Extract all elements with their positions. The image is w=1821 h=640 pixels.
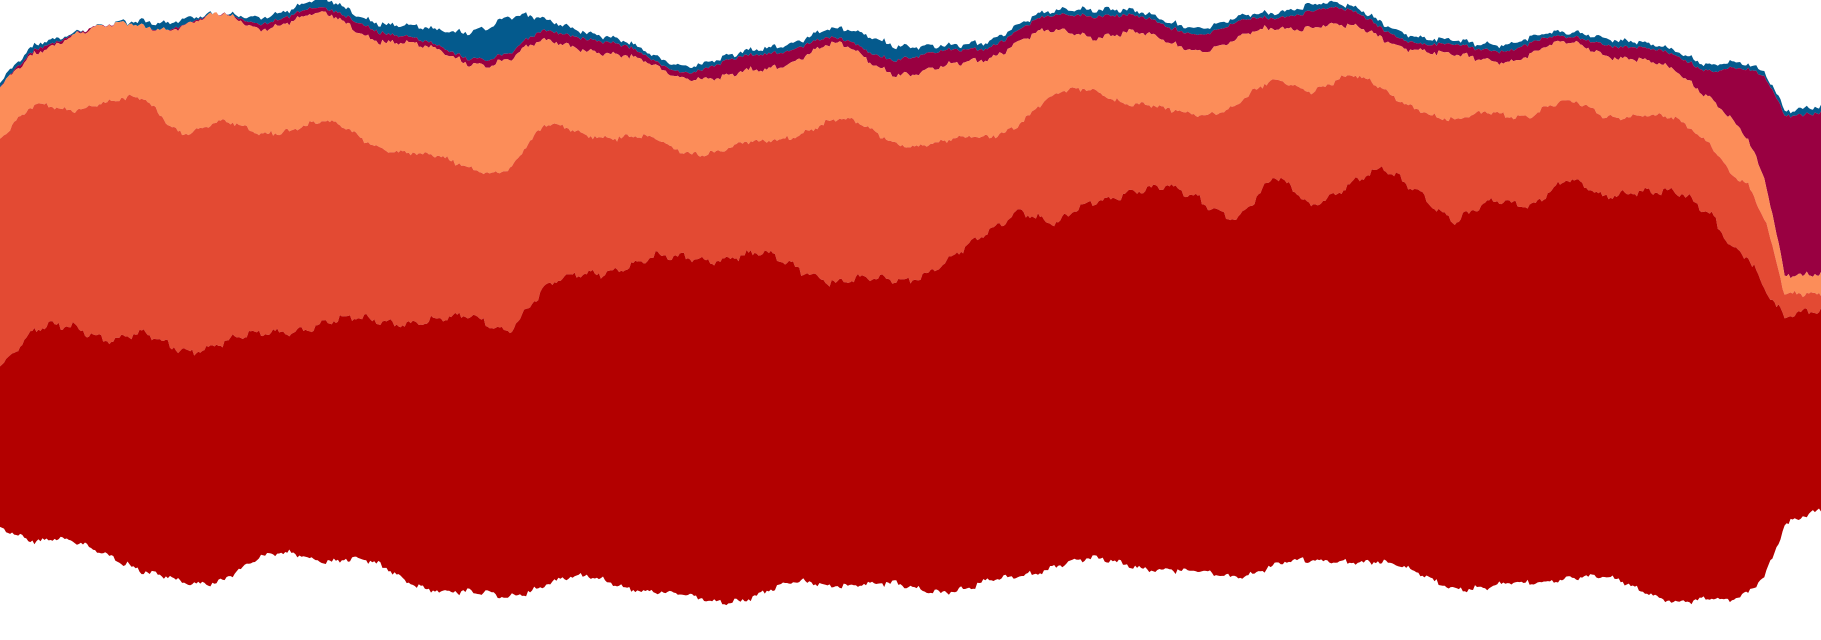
stream-layer-1 (0, 166, 1821, 606)
stream-layer-3 (0, 11, 1821, 298)
stream-layer-2 (0, 75, 1821, 367)
stream-layer-4 (0, 6, 1821, 279)
